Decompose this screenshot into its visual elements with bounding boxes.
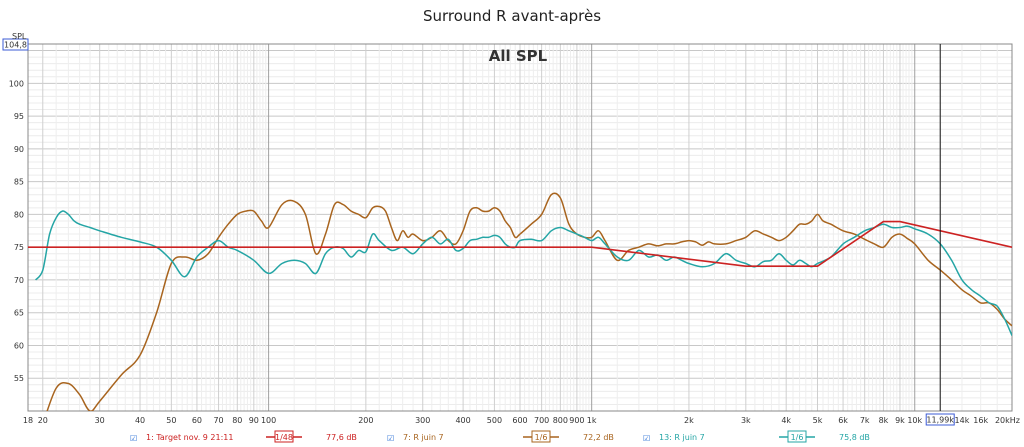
series-line-2 <box>46 192 1012 411</box>
legend-readout: 75,8 dB <box>839 433 870 442</box>
legend-readout: 77,6 dB <box>326 433 357 442</box>
y-tick-label: 70 <box>14 276 24 285</box>
x-tick-label: 18 <box>23 416 33 425</box>
legend-item[interactable]: ☑ 1: Target nov. 9 21:11 1/48 77,6 dB <box>130 430 357 443</box>
x-tick-label: 30 <box>95 416 105 425</box>
x-tick-label: 16k <box>973 416 988 425</box>
x-tick-label: 700 <box>534 416 549 425</box>
y-tick-label: 90 <box>14 145 24 154</box>
y-cursor-label: 104,8 <box>4 41 27 50</box>
x-tick-label: 9k <box>895 416 905 425</box>
x-tick-label: 500 <box>487 416 502 425</box>
x-tick-label: 200 <box>358 416 373 425</box>
legend-smoothing: 1/6 <box>791 433 804 442</box>
x-tick-label: 100 <box>261 416 276 425</box>
x-tick-label: 50 <box>166 416 176 425</box>
legend-name: 13: R juin 7 <box>659 433 705 442</box>
y-tick-label: 60 <box>14 341 24 350</box>
legend-smoothing: 1/6 <box>535 433 548 442</box>
x-tick-label: 2k <box>684 416 694 425</box>
x-tick-label: 800 <box>553 416 568 425</box>
x-tick-label: 8k <box>879 416 889 425</box>
chart-subtitle: All SPL <box>489 47 548 65</box>
x-tick-label: 300 <box>415 416 430 425</box>
y-tick-label: 65 <box>14 309 24 318</box>
y-tick-label: 95 <box>14 112 24 121</box>
legend-readout: 72,2 dB <box>583 433 614 442</box>
x-tick-label: 600 <box>512 416 527 425</box>
y-tick-label: 80 <box>14 210 24 219</box>
plot-frame <box>27 43 1013 412</box>
cursor-box <box>925 413 955 426</box>
x-tick-label: 40 <box>135 416 145 425</box>
legend-checkbox[interactable]: ☑ <box>387 434 394 443</box>
legend-item[interactable]: ☑ 13: R juin 7 1/6 75,8 dB <box>643 430 870 443</box>
x-tick-label: 20 <box>38 416 48 425</box>
legend-item[interactable]: ☑ 7: R juin 7 1/6 72,2 dB <box>387 430 614 443</box>
x-tick-label: 60 <box>192 416 202 425</box>
x-tick-label: 90 <box>249 416 259 425</box>
chart-title: Surround R avant-après <box>423 7 601 25</box>
legend-name: 7: R juin 7 <box>403 433 444 442</box>
x-tick-label: 400 <box>455 416 470 425</box>
legend-smoothing-box <box>531 430 551 443</box>
y-cursor-box <box>2 38 29 51</box>
legend-checkbox[interactable]: ☑ <box>130 434 137 443</box>
x-tick-label: 80 <box>232 416 242 425</box>
series-line-1 <box>28 220 1012 267</box>
legend-smoothing: 1/48 <box>275 433 293 442</box>
y-tick-label: 85 <box>14 178 24 187</box>
x-tick-label: 20kHz <box>995 416 1020 425</box>
x-tick-label: 3k <box>741 416 751 425</box>
legend-checkbox[interactable]: ☑ <box>643 434 650 443</box>
x-tick-label: 14k <box>955 416 970 425</box>
x-tick-label: 1k <box>587 416 597 425</box>
x-tick-label: 4k <box>781 416 791 425</box>
x-tick-label: 6k <box>838 416 848 425</box>
cursor-label: 11,99k <box>926 416 954 425</box>
x-tick-label: 900 <box>569 416 584 425</box>
y-axis-label: SPL <box>12 32 27 41</box>
x-tick-label: 7k <box>860 416 870 425</box>
legend-smoothing-box <box>787 430 807 443</box>
y-tick-label: 100 <box>9 79 24 88</box>
x-tick-label: 70 <box>213 416 223 425</box>
legend-name: 1: Target nov. 9 21:11 <box>146 433 233 442</box>
x-tick-label: 5k <box>813 416 823 425</box>
x-tick-label: 10k <box>907 416 922 425</box>
y-tick-label: 55 <box>14 374 24 383</box>
y-tick-label: 75 <box>14 243 24 252</box>
series-line-3 <box>35 210 1012 336</box>
legend-smoothing-box <box>274 430 294 443</box>
